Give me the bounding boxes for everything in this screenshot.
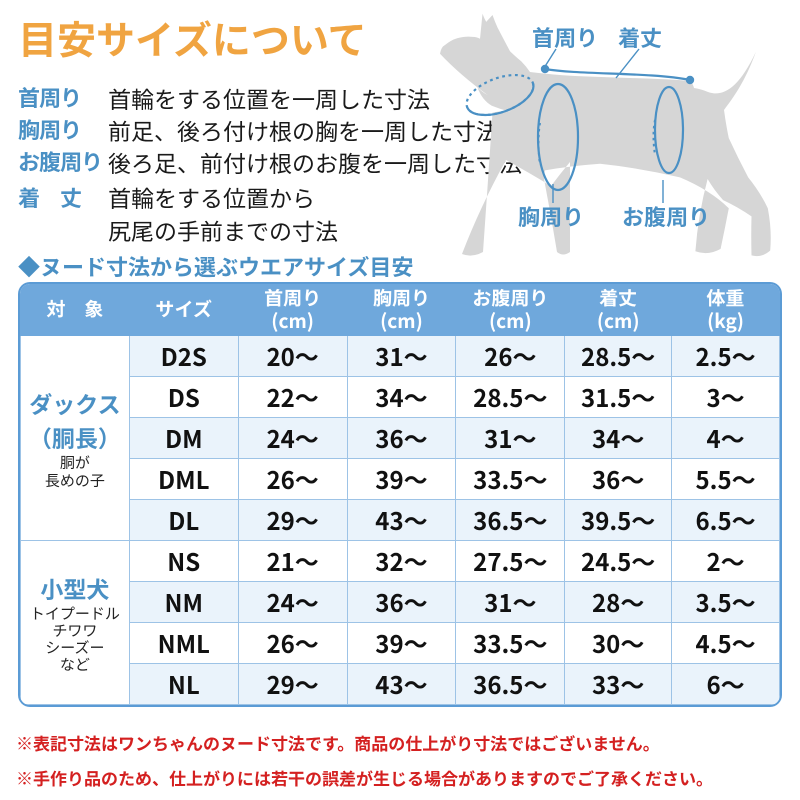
svg-text:首周り: 首周り: [532, 21, 598, 53]
svg-text:お腹周り: お腹周り: [622, 200, 710, 232]
svg-text:着丈: 着丈: [618, 21, 662, 53]
svg-text:胸周り: 胸周り: [518, 200, 584, 232]
